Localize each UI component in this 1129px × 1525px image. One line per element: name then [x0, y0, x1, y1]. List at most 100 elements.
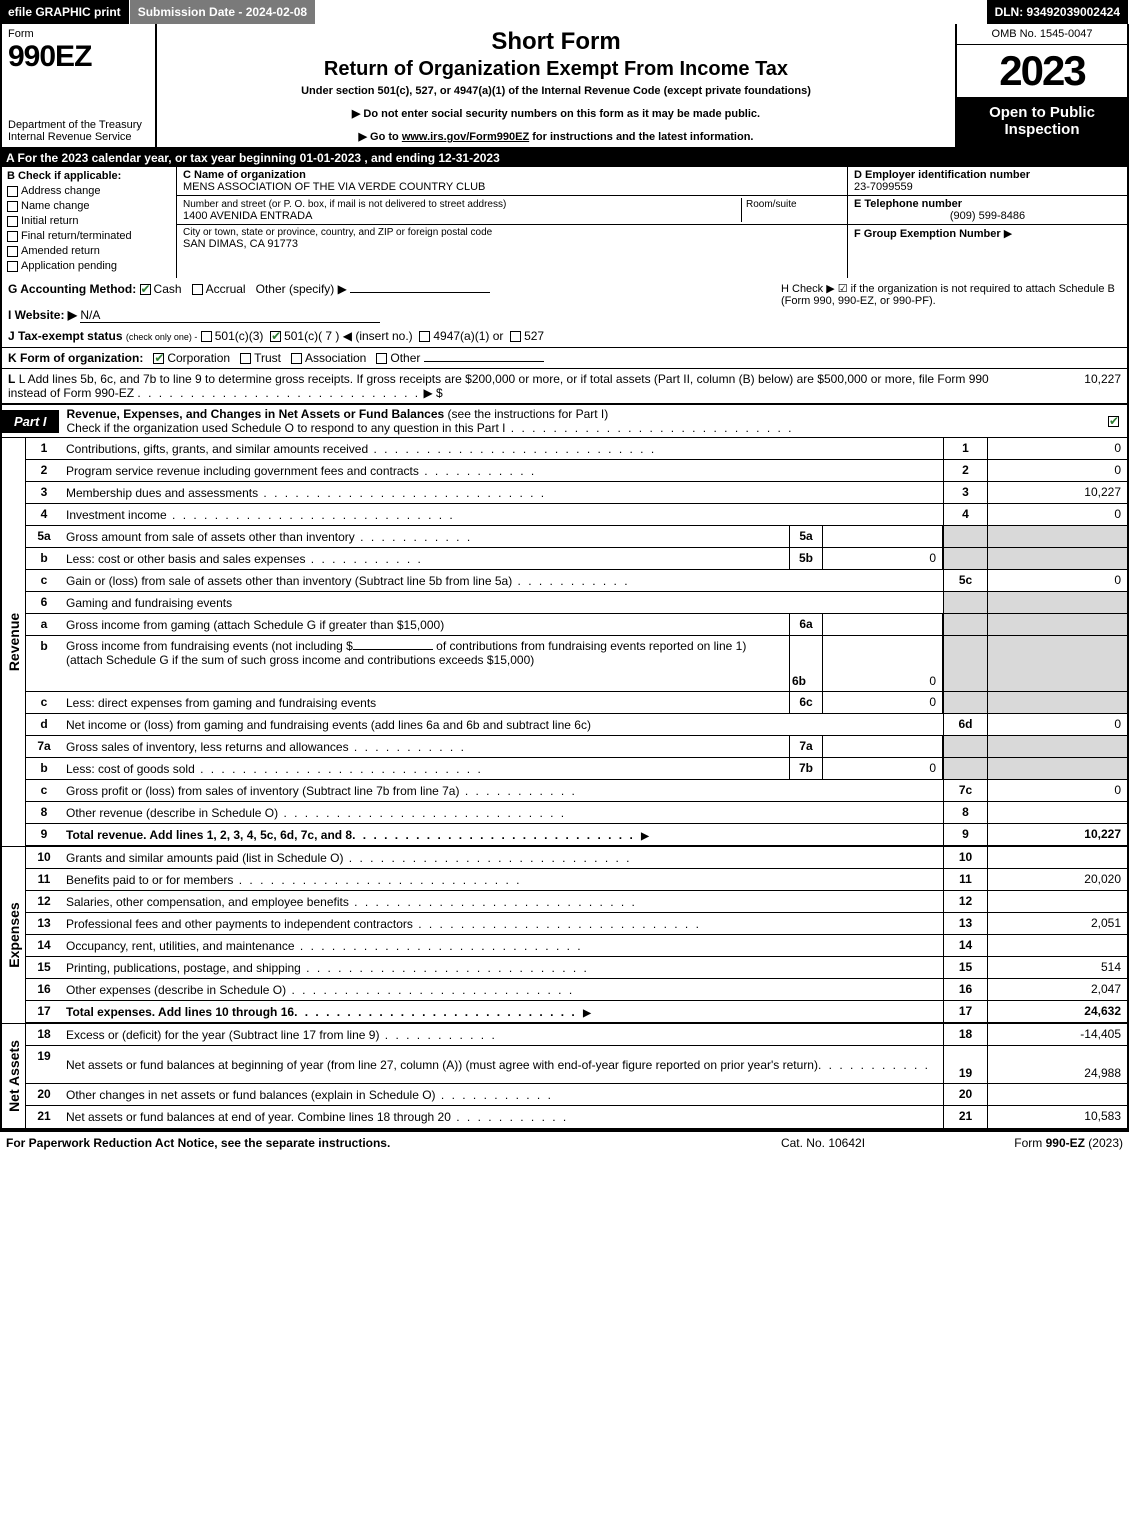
- section-b: B Check if applicable: Address change Na…: [2, 167, 177, 278]
- block-ghij: G Accounting Method: Cash Accrual Other …: [0, 278, 1129, 348]
- revenue-table: Revenue 1Contributions, gifts, grants, a…: [0, 438, 1129, 846]
- line-10-value: [987, 847, 1127, 868]
- room-label: Room/suite: [746, 199, 797, 210]
- row-l: L L Add lines 5b, 6c, and 7b to line 9 t…: [0, 369, 1129, 405]
- chk-527[interactable]: [510, 331, 521, 342]
- line-9-value: 10,227: [987, 824, 1127, 845]
- note-goto: ▶ Go to www.irs.gov/Form990EZ for instru…: [165, 130, 947, 143]
- efile-label: efile GRAPHIC print: [0, 0, 130, 24]
- chk-name-change[interactable]: Name change: [7, 200, 171, 212]
- expenses-label: Expenses: [2, 847, 26, 1023]
- row-a: A For the 2023 calendar year, or tax yea…: [0, 149, 1129, 167]
- section-c: C Name of organization MENS ASSOCIATION …: [177, 167, 847, 278]
- line-17-value: 24,632: [987, 1001, 1127, 1022]
- expenses-table: Expenses 10Grants and similar amounts pa…: [0, 846, 1129, 1023]
- i-label: I Website: ▶: [8, 308, 77, 322]
- line-12-value: [987, 891, 1127, 912]
- line-7c-value: 0: [987, 780, 1127, 801]
- open-to-public: Open to Public Inspection: [957, 98, 1127, 147]
- line-16-value: 2,047: [987, 979, 1127, 1000]
- line-21-value: 10,583: [987, 1106, 1127, 1128]
- chk-other-org[interactable]: [376, 353, 387, 364]
- chk-cash[interactable]: [140, 284, 151, 295]
- chk-corporation[interactable]: [153, 353, 164, 364]
- h-block: H Check ▶ ☑ if the organization is not r…: [781, 282, 1121, 343]
- section-b-header: B Check if applicable:: [7, 170, 171, 182]
- org-name: MENS ASSOCIATION OF THE VIA VERDE COUNTR…: [183, 181, 841, 193]
- chk-initial-return[interactable]: Initial return: [7, 215, 171, 227]
- section-def: D Employer identification number 23-7099…: [847, 167, 1127, 278]
- chk-501c3[interactable]: [201, 331, 212, 342]
- part1-title: Revenue, Expenses, and Changes in Net As…: [67, 407, 445, 421]
- net-assets-label: Net Assets: [2, 1024, 26, 1128]
- line-5b-value: 0: [823, 548, 943, 569]
- website-value: N/A: [80, 308, 380, 323]
- irs-link[interactable]: www.irs.gov/Form990EZ: [402, 131, 529, 143]
- header-center: Short Form Return of Organization Exempt…: [157, 24, 957, 147]
- chk-amended-return[interactable]: Amended return: [7, 245, 171, 257]
- line-6b-value: 0: [823, 636, 943, 691]
- line-6a-value: [823, 614, 943, 635]
- chk-final-return[interactable]: Final return/terminated: [7, 230, 171, 242]
- topbar-spacer: [316, 0, 986, 24]
- addr-value: 1400 AVENIDA ENTRADA: [183, 210, 312, 222]
- title-short-form: Short Form: [165, 28, 947, 56]
- line-13-value: 2,051: [987, 913, 1127, 934]
- line-7a-value: [823, 736, 943, 757]
- line-6c-value: 0: [823, 692, 943, 713]
- line-5c-value: 0: [987, 570, 1127, 591]
- chk-trust[interactable]: [240, 353, 251, 364]
- part1-subtitle: Check if the organization used Schedule …: [67, 421, 506, 435]
- e-label: E Telephone number: [854, 198, 962, 210]
- line-11-value: 20,020: [987, 869, 1127, 890]
- line-4-value: 0: [987, 504, 1127, 525]
- section-bcdef: B Check if applicable: Address change Na…: [0, 167, 1129, 278]
- note-goto-post: for instructions and the latest informat…: [529, 131, 753, 143]
- main-header: Form 990EZ Department of the Treasury In…: [0, 24, 1129, 149]
- note-ssn: ▶ Do not enter social security numbers o…: [165, 107, 947, 120]
- f-arrow: ▶: [1004, 228, 1012, 240]
- line-15-value: 514: [987, 957, 1127, 978]
- title-return: Return of Organization Exempt From Incom…: [165, 58, 947, 81]
- part1-header: Part I Revenue, Expenses, and Changes in…: [0, 405, 1129, 438]
- gross-receipts: 10,227: [1021, 372, 1121, 400]
- c-label: C Name of organization: [183, 169, 841, 181]
- line-7b-value: 0: [823, 758, 943, 779]
- addr-label: Number and street (or P. O. box, if mail…: [183, 199, 506, 210]
- row-k: K Form of organization: Corporation Trus…: [0, 348, 1129, 369]
- line-8-value: [987, 802, 1127, 823]
- city-value: SAN DIMAS, CA 91773: [183, 238, 841, 250]
- page-footer: For Paperwork Reduction Act Notice, see …: [0, 1130, 1129, 1154]
- d-label: D Employer identification number: [854, 169, 1030, 181]
- line-3-value: 10,227: [987, 482, 1127, 503]
- footer-cat: Cat. No. 10642I: [723, 1136, 923, 1150]
- chk-association[interactable]: [291, 353, 302, 364]
- j-label: J Tax-exempt status: [8, 329, 123, 343]
- form-label: Form: [8, 28, 149, 40]
- net-assets-table: Net Assets 18Excess or (deficit) for the…: [0, 1023, 1129, 1130]
- line-5a-value: [823, 526, 943, 547]
- line-20-value: [987, 1084, 1127, 1105]
- top-bar: efile GRAPHIC print Submission Date - 20…: [0, 0, 1129, 24]
- line-6d-value: 0: [987, 714, 1127, 735]
- header-left: Form 990EZ Department of the Treasury In…: [2, 24, 157, 147]
- chk-4947[interactable]: [419, 331, 430, 342]
- chk-schedule-o[interactable]: [1108, 416, 1119, 427]
- line-2-value: 0: [987, 460, 1127, 481]
- line-14-value: [987, 935, 1127, 956]
- line-19-value: 24,988: [987, 1046, 1127, 1083]
- chk-address-change[interactable]: Address change: [7, 185, 171, 197]
- phone-value: (909) 599-8486: [854, 210, 1121, 222]
- chk-application-pending[interactable]: Application pending: [7, 260, 171, 272]
- part1-badge: Part I: [2, 410, 59, 433]
- chk-accrual[interactable]: [192, 284, 203, 295]
- chk-501c[interactable]: [270, 331, 281, 342]
- ein-value: 23-7099559: [854, 181, 913, 193]
- city-label: City or town, state or province, country…: [183, 227, 841, 238]
- line-18-value: -14,405: [987, 1024, 1127, 1045]
- f-label: F Group Exemption Number: [854, 228, 1001, 240]
- form-number: 990EZ: [8, 40, 149, 74]
- header-right: OMB No. 1545-0047 2023 Open to Public In…: [957, 24, 1127, 147]
- line-1-value: 0: [987, 438, 1127, 459]
- omb-number: OMB No. 1545-0047: [957, 24, 1127, 45]
